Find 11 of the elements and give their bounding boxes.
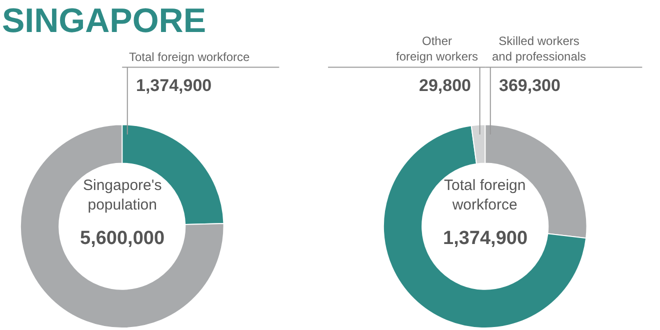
data-label: 1,374,900: [136, 76, 212, 95]
data-label: 369,300: [499, 76, 560, 95]
data-label: 29,800: [419, 76, 471, 95]
slice-label: Other foreign workers: [396, 34, 478, 64]
text: 1,374,900: [443, 228, 528, 249]
chart-title: SINGAPORE: [2, 2, 206, 40]
slice-label: Total foreign workforce: [129, 50, 250, 64]
text: Singapore's population: [83, 177, 162, 214]
text: Total foreign workforce: [444, 177, 526, 214]
text: 5,600,000: [80, 228, 165, 249]
slice-label: Skilled workers and professionals: [492, 34, 586, 64]
